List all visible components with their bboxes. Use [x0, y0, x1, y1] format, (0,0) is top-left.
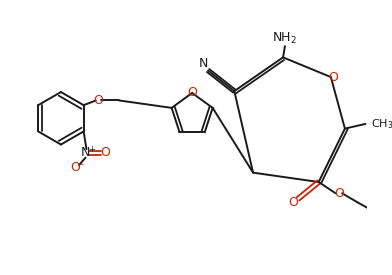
Text: O: O [328, 71, 338, 84]
Text: +: + [88, 145, 94, 154]
Text: -: - [80, 159, 84, 169]
Text: O: O [334, 187, 344, 200]
Text: NH$_2$: NH$_2$ [272, 31, 298, 46]
Text: N: N [199, 57, 208, 70]
Text: CH$_3$: CH$_3$ [371, 117, 392, 131]
Text: O: O [100, 147, 110, 160]
Text: O: O [94, 94, 103, 107]
Text: N: N [81, 147, 90, 160]
Text: O: O [187, 86, 197, 98]
Text: O: O [70, 161, 80, 174]
Text: O: O [289, 196, 298, 209]
